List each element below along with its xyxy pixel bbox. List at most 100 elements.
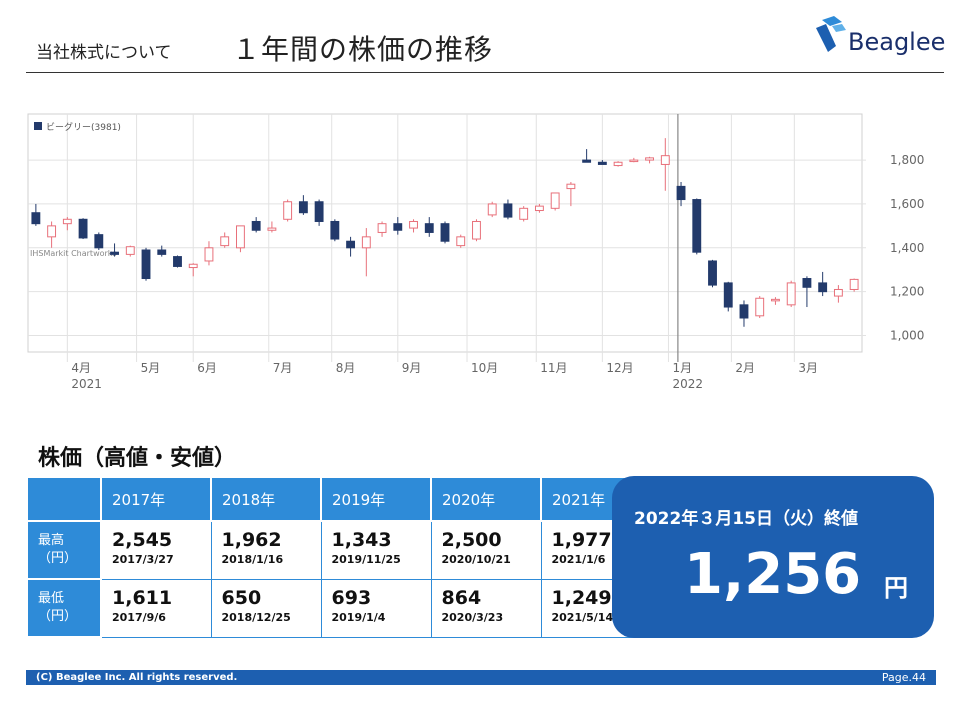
price-date: 2017/9/6 (112, 610, 166, 624)
candle-body (613, 161, 623, 167)
candle-body (739, 304, 749, 319)
candle-body (173, 256, 182, 267)
x-tick-label: 2月 (735, 361, 755, 375)
header-section-label: 当社株式について (36, 43, 172, 63)
header-divider (26, 72, 944, 73)
candle-body (346, 240, 356, 249)
candle-body (550, 192, 560, 209)
table-cell: 1,962 2018/1/16 (210, 520, 322, 580)
candle-body (456, 236, 466, 247)
y-tick-label: 1,000 (890, 329, 924, 343)
beaglee-logo: Beaglee (812, 16, 952, 66)
row-label-main: 最低 (38, 591, 65, 606)
candle-body (645, 157, 655, 161)
x-tick-label: 3月 (798, 361, 818, 375)
candle-body (251, 220, 261, 231)
candle-body (283, 201, 293, 220)
candle-body (629, 159, 639, 163)
table-cell: 693 2019/1/4 (320, 578, 432, 638)
table-cell: 2,545 2017/3/27 (100, 520, 212, 580)
row-label-main: 最高 (38, 533, 65, 548)
legend-swatch (34, 122, 42, 130)
candle-body (409, 220, 418, 229)
closing-price-unit: 円 (884, 574, 908, 602)
candle-body (582, 159, 592, 163)
candle-body (47, 225, 57, 238)
candle-body (267, 227, 277, 231)
x-tick-label: 4月 (71, 361, 91, 375)
candle-body (31, 212, 41, 225)
candle-body (204, 247, 214, 262)
y-tick-label: 1,200 (890, 285, 924, 299)
table-cell: 2,500 2020/10/21 (430, 520, 542, 580)
stock-price-table: 2017年 2018年 2019年 2020年 2021年 最高 （円） 2,5… (26, 476, 652, 638)
candle-body (94, 234, 104, 249)
table-cell: 1,343 2019/11/25 (320, 520, 432, 580)
closing-price-label: 2022年３月15日（火）終値 (634, 509, 858, 529)
candle-body (424, 223, 434, 233)
candle-body (660, 155, 670, 165)
price-date: 2018/1/16 (221, 553, 284, 566)
candle-body (818, 282, 828, 293)
candle-body (771, 298, 780, 302)
price-date: 2020/3/23 (441, 610, 504, 624)
chart-watermark: IHSMarkit Chartworks (30, 249, 117, 258)
table-corner-cell (26, 476, 102, 522)
table-row-low: 最低 （円） 1,611 2017/9/6 650 2018/12/25 693 20… (26, 578, 652, 638)
candle-body (487, 203, 497, 216)
price-value: 1,962 (221, 529, 282, 551)
candle-body (723, 282, 733, 308)
price-value: 1,977 (551, 529, 612, 551)
price-value: 650 (221, 586, 262, 609)
x-tick-label: 8月 (336, 361, 356, 375)
closing-price-box: 2022年３月15日（火）終値 1,256 円 (612, 476, 934, 638)
year-header: 2020年 (430, 476, 542, 522)
price-value: 1,611 (112, 586, 173, 609)
candle-body (597, 161, 607, 165)
x-tick-label: 12月 (606, 361, 633, 375)
year-header: 2019年 (320, 476, 432, 522)
price-value: 693 (331, 586, 372, 609)
price-value: 1,343 (331, 529, 392, 551)
page-title: １年間の株価の推移 (232, 33, 494, 66)
x-tick-label: 6月 (197, 361, 217, 375)
x-tick-label: 1月 (672, 361, 692, 375)
page-number: Page.44 (881, 671, 926, 684)
candlestick-chart: 1,800 1,600 1,400 1,200 1,000 4月 2021 5月 6月 7月 8月 9… (27, 113, 924, 391)
table-cell: 1,611 2017/9/6 (100, 578, 212, 638)
table-row-high: 最高 （円） 2,545 2017/3/27 1,962 2018/1/16 1,3… (26, 520, 652, 580)
candle-body (314, 201, 324, 222)
year-header: 2017年 (100, 476, 212, 522)
candle-body (566, 183, 576, 190)
candle-body (62, 218, 72, 225)
price-date: 2019/11/25 (331, 553, 401, 566)
row-label-low: 最低 （円） (26, 578, 102, 638)
price-value: 864 (441, 586, 482, 609)
price-date: 2021/5/14 (551, 610, 614, 624)
candle-body (220, 236, 230, 247)
price-date: 2020/10/21 (441, 553, 511, 566)
candle-body (78, 218, 88, 239)
x-tick-label: 7月 (273, 361, 293, 375)
candle-body (802, 278, 812, 288)
x-tick-year: 2022 (672, 377, 703, 391)
candle-body (141, 249, 151, 280)
x-tick-year: 2021 (71, 377, 102, 391)
candle-body (534, 205, 544, 212)
price-date: 2017/3/27 (112, 553, 174, 566)
price-value: 2,500 (441, 529, 502, 551)
year-header: 2018年 (210, 476, 322, 522)
candle-body (440, 223, 450, 242)
row-label-unit: （円） (38, 609, 78, 624)
stock-chart: 1,800 1,600 1,400 1,200 1,000 4月 2021 5月 6月 7月 8月 9… (24, 106, 936, 402)
row-label-high: 最高 （円） (26, 520, 102, 580)
closing-price-value: 1,256 (684, 542, 862, 607)
candle-body (472, 220, 481, 240)
candle-body (393, 223, 403, 231)
candle-body (692, 199, 702, 253)
candle-body (503, 203, 513, 218)
candle-body (833, 288, 843, 297)
candle-body (110, 251, 119, 255)
row-label-unit: （円） (38, 551, 78, 566)
candle-body (377, 223, 387, 233)
